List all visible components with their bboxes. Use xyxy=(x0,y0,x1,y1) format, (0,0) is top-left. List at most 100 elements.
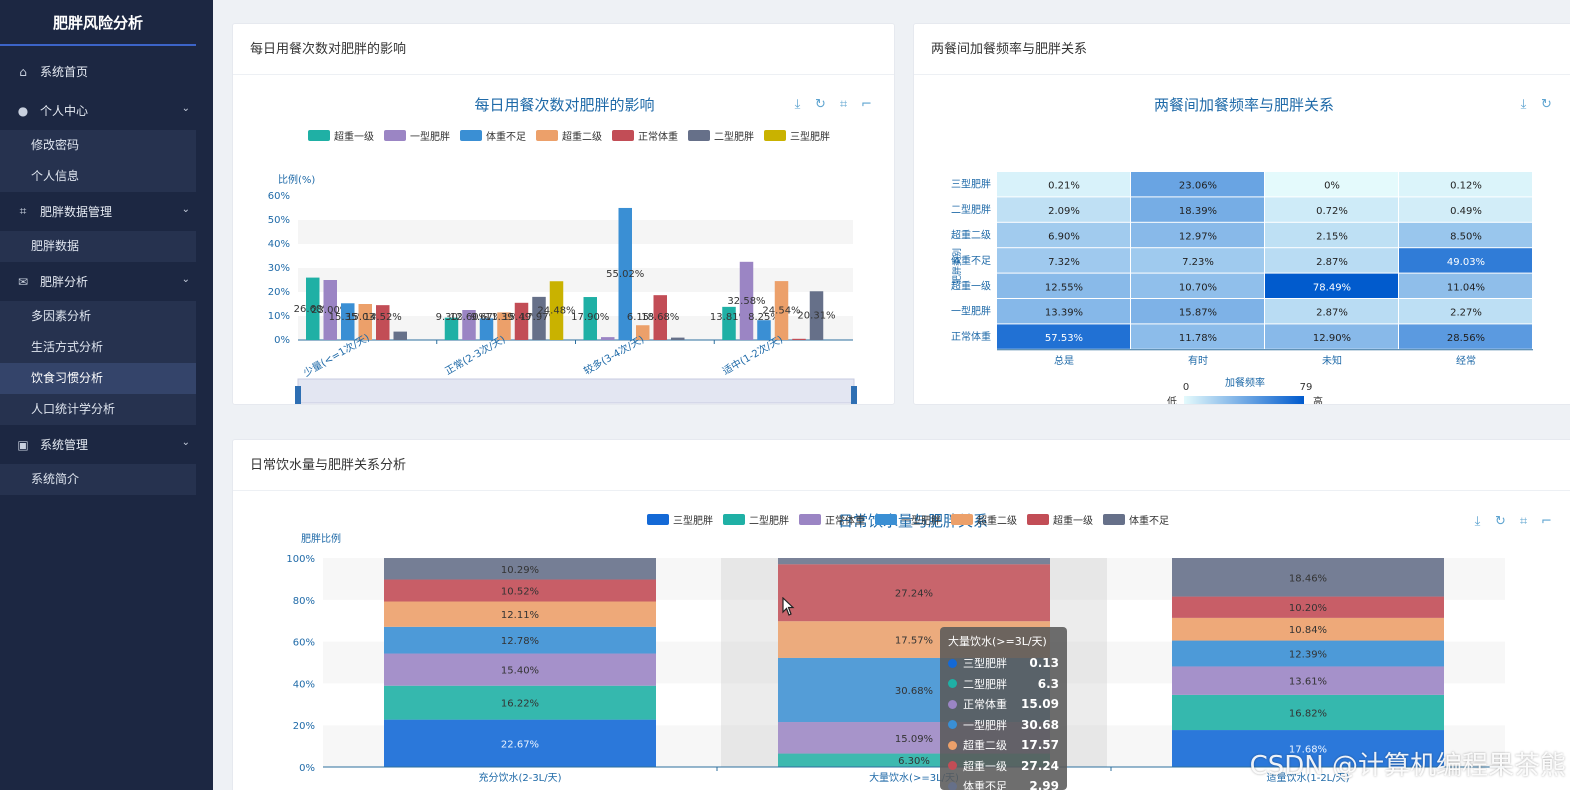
stacked-bar-segment[interactable] xyxy=(1172,694,1444,731)
heatmap-cell[interactable] xyxy=(1265,299,1398,324)
heatmap-cell[interactable] xyxy=(1265,273,1398,298)
heatmap-cell[interactable] xyxy=(1265,172,1398,197)
bar[interactable] xyxy=(532,296,546,340)
bar[interactable] xyxy=(358,304,373,340)
sidebar-item-demographics[interactable]: 人口统计学分析 xyxy=(31,402,116,416)
legend-item[interactable]: 体重不足 xyxy=(1103,512,1169,527)
sidebar-item-home[interactable]: ⌂ 系统首页 xyxy=(0,52,196,91)
bar[interactable] xyxy=(618,207,633,340)
heatmap-cell[interactable] xyxy=(1399,248,1532,273)
sidebar-item-lifestyle[interactable]: 生活方式分析 xyxy=(31,340,104,354)
heatmap-cell[interactable] xyxy=(1131,222,1264,248)
sidebar-item-personal[interactable]: ● 个人中心 ⌄ xyxy=(0,91,196,130)
bar[interactable] xyxy=(462,310,476,340)
heatmap-cell[interactable] xyxy=(1131,172,1264,197)
zoom-reset-icon[interactable]: ⌐ xyxy=(861,97,872,112)
stacked-bar-segment[interactable] xyxy=(1172,730,1444,767)
bar[interactable] xyxy=(497,312,511,340)
stacked-bar-segment[interactable] xyxy=(384,653,656,686)
datazoom-handle-right[interactable] xyxy=(851,386,857,404)
refresh-icon[interactable]: ↻ xyxy=(1541,97,1552,112)
bar[interactable] xyxy=(479,318,494,340)
legend-item[interactable]: 二型肥胖 xyxy=(723,512,789,527)
zoom-icon[interactable]: ⌗ xyxy=(839,97,848,112)
download-icon[interactable]: ⤓ xyxy=(1474,514,1481,529)
legend-item[interactable]: 体重不足 xyxy=(460,128,526,143)
legend-item[interactable]: 超重一级 xyxy=(308,128,374,143)
heatmap-cell[interactable] xyxy=(1399,324,1532,349)
sidebar-item-obesity-data[interactable]: 肥胖数据 xyxy=(31,239,80,253)
sidebar-item-analysis[interactable]: ✉ 肥胖分析 ⌄ xyxy=(0,262,196,301)
bar[interactable] xyxy=(514,302,529,340)
sidebar-item-system[interactable]: ▣ 系统管理 ⌄ xyxy=(0,425,196,464)
datazoom-handle-left[interactable] xyxy=(295,386,301,404)
stacked-bar-segment[interactable] xyxy=(1172,617,1444,641)
stacked-bar-segment[interactable] xyxy=(384,626,656,654)
stacked-bar-segment[interactable] xyxy=(384,601,656,627)
download-icon[interactable]: ⤓ xyxy=(1520,97,1527,112)
bar[interactable] xyxy=(671,337,685,340)
sidebar-item-diet[interactable]: 饮食习惯分析 xyxy=(0,363,196,394)
bar[interactable] xyxy=(757,320,771,340)
heatmap-cell[interactable] xyxy=(1265,324,1398,349)
heatmap-cell[interactable] xyxy=(997,222,1130,248)
stacked-bar-segment[interactable] xyxy=(1172,640,1444,667)
heatmap-cell[interactable] xyxy=(997,172,1130,197)
visual-map-bar[interactable] xyxy=(1184,396,1304,405)
legend-item[interactable]: 一型肥胖 xyxy=(875,512,941,527)
refresh-icon[interactable]: ↻ xyxy=(1495,514,1506,529)
datazoom-slider[interactable] xyxy=(297,378,855,404)
stacked-bar-segment[interactable] xyxy=(1172,558,1444,597)
bar[interactable] xyxy=(376,305,390,340)
legend-item[interactable]: 超重二级 xyxy=(536,128,602,143)
heatmap-cell[interactable] xyxy=(1399,222,1532,248)
bar[interactable] xyxy=(636,325,650,340)
stacked-bar-segment[interactable] xyxy=(778,558,1050,565)
heatmap-cell[interactable] xyxy=(997,324,1130,349)
legend-item[interactable]: 二型肥胖 xyxy=(688,128,754,143)
heatmap-cell[interactable] xyxy=(1265,197,1398,222)
heatmap-cell[interactable] xyxy=(1265,222,1398,248)
legend-item[interactable]: 正常体重 xyxy=(799,512,865,527)
legend-item[interactable]: 一型肥胖 xyxy=(384,128,450,143)
heatmap-cell[interactable] xyxy=(1131,248,1264,273)
heatmap-cell[interactable] xyxy=(1131,197,1264,222)
bar[interactable] xyxy=(549,281,564,340)
stacked-bar-segment[interactable] xyxy=(1172,666,1444,695)
bar[interactable] xyxy=(774,281,789,340)
bar[interactable] xyxy=(323,280,338,340)
legend-item[interactable]: 超重二级 xyxy=(951,512,1017,527)
stacked-bar-segment[interactable] xyxy=(384,558,656,580)
stacked-bar-segment[interactable] xyxy=(778,564,1050,622)
zoom-reset-icon[interactable]: ⌐ xyxy=(1541,514,1552,529)
legend-item[interactable]: 三型肥胖 xyxy=(764,128,830,143)
bar[interactable] xyxy=(393,331,408,340)
bar[interactable] xyxy=(341,303,355,340)
sidebar-item-data-management[interactable]: ⌗ 肥胖数据管理 ⌄ xyxy=(0,192,196,231)
download-icon[interactable]: ⤓ xyxy=(794,97,801,112)
legend-item[interactable]: 超重一级 xyxy=(1027,512,1093,527)
heatmap-cell[interactable] xyxy=(1131,324,1264,349)
heatmap-cell[interactable] xyxy=(997,248,1130,273)
sidebar-item-multifactor[interactable]: 多因素分析 xyxy=(31,309,92,323)
bar[interactable] xyxy=(306,277,320,340)
bar[interactable] xyxy=(739,261,754,340)
stacked-bar-segment[interactable] xyxy=(384,579,656,602)
heatmap-cell[interactable] xyxy=(1399,299,1532,324)
heatmap-cell[interactable] xyxy=(997,299,1130,324)
bar[interactable] xyxy=(722,306,736,340)
heatmap-cell[interactable] xyxy=(1399,172,1532,197)
bar[interactable] xyxy=(583,297,598,340)
stacked-bar-segment[interactable] xyxy=(384,685,656,720)
heatmap-cell[interactable] xyxy=(1399,273,1532,298)
heatmap-cell[interactable] xyxy=(1399,197,1532,222)
heatmap-cell[interactable] xyxy=(997,273,1130,298)
heatmap-cell[interactable] xyxy=(1131,299,1264,324)
heatmap-cell[interactable] xyxy=(1265,248,1398,273)
bar[interactable] xyxy=(653,295,668,340)
bar[interactable] xyxy=(444,317,459,340)
stacked-bar-segment[interactable] xyxy=(384,719,656,767)
legend-item[interactable]: 三型肥胖 xyxy=(647,512,713,527)
zoom-icon[interactable]: ⌗ xyxy=(1519,514,1528,529)
stacked-bar-segment[interactable] xyxy=(1172,596,1444,618)
